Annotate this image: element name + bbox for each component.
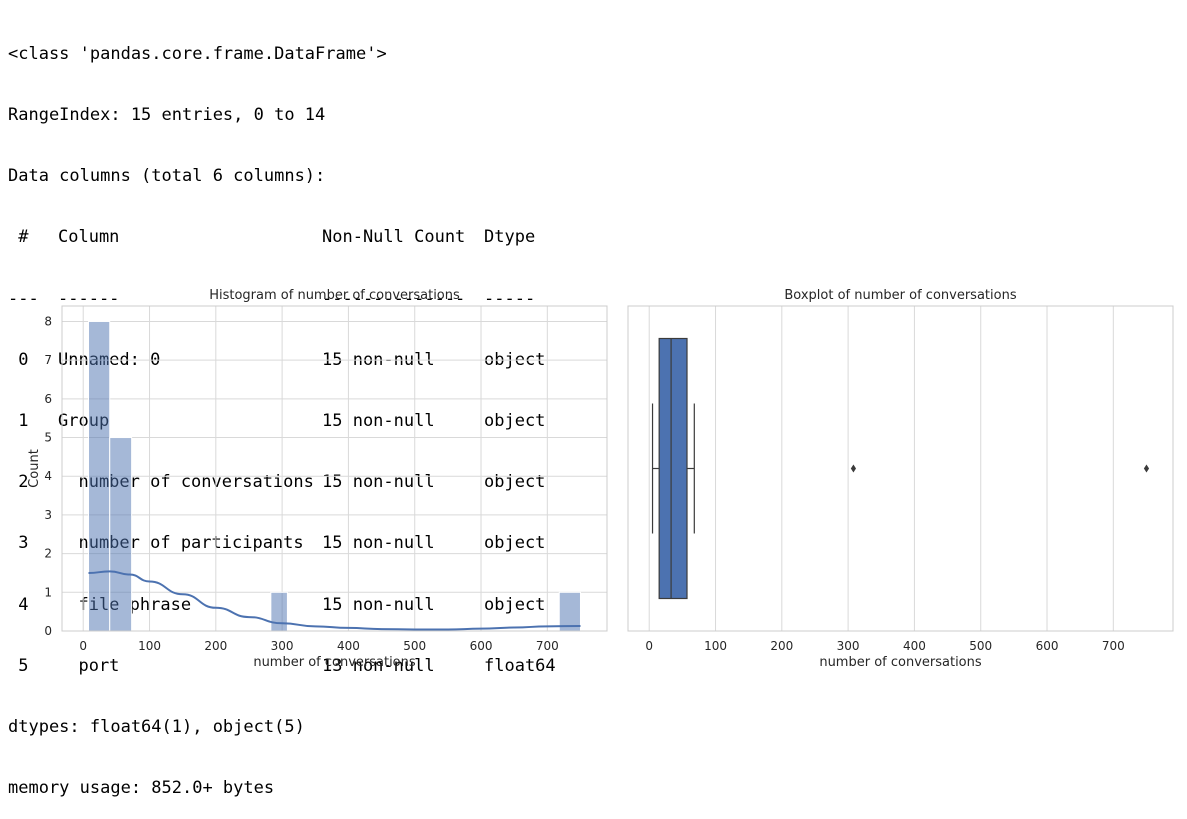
histogram-frame — [61, 305, 608, 632]
boxplot-shapes — [651, 337, 1150, 600]
histogram-bar — [109, 437, 133, 632]
x-tick-label: 300 — [837, 639, 860, 653]
y-tick-label: 0 — [44, 624, 52, 638]
boxplot-grid — [648, 306, 1114, 631]
histogram-x-tick-labels: 0 100 200 300 400 500 600 700 — [79, 639, 558, 653]
x-tick-label: 500 — [403, 639, 426, 653]
boxplot-x-axis-label: number of conversations — [819, 655, 982, 670]
separator-dtype: ----- — [484, 288, 536, 309]
row-non-null-count: 15 non-null — [322, 472, 435, 493]
x-tick-label: 0 — [79, 639, 87, 653]
info-range-index: RangeIndex: 15 entries, 0 to 14 — [8, 105, 326, 126]
info-data-columns: Data columns (total 6 columns): — [8, 166, 326, 187]
row-index: 4 — [8, 594, 29, 615]
row-non-null-count: 15 non-null — [322, 533, 435, 554]
histogram-bars — [88, 320, 581, 632]
histogram-y-tick-labels: 0 1 2 3 4 5 6 7 8 — [44, 314, 52, 638]
kde-curve — [88, 570, 581, 631]
info-dtypes-line: dtypes: float64(1), object(5) — [8, 717, 305, 738]
box-iqr — [658, 337, 688, 600]
row-dtype: float64 — [484, 655, 556, 676]
row-non-null-count: 15 non-null — [322, 594, 435, 615]
separator-count: -------------- — [322, 288, 466, 309]
separator-column: ------ — [58, 288, 120, 309]
histogram-grid — [62, 306, 607, 632]
row-dtype: object — [484, 533, 546, 554]
y-tick-label: 7 — [44, 353, 52, 367]
row-index: 5 — [8, 655, 29, 676]
boxplot-panel: 0 100 200 300 400 500 600 700 Boxplot of number… — [627, 288, 1174, 670]
boxplot-frame — [627, 305, 1174, 632]
outlier-marker — [850, 464, 857, 473]
row-dtype: object — [484, 411, 546, 432]
outlier-marker — [1143, 464, 1150, 473]
header-dtype: Dtype — [484, 227, 536, 248]
histogram-title: Histogram of number of conversations — [209, 288, 460, 303]
info-memory-line: memory usage: 852.0+ bytes — [8, 778, 275, 799]
separator-index: --- — [8, 288, 39, 309]
row-index: 1 — [8, 411, 29, 432]
x-tick-label: 700 — [536, 639, 559, 653]
row-column-name: port — [58, 655, 120, 676]
y-tick-label: 8 — [44, 314, 52, 328]
info-table-separator: --- ------ -------------- ----- — [8, 289, 556, 309]
x-tick-label: 200 — [770, 639, 793, 653]
x-tick-label: 0 — [645, 639, 653, 653]
info-class-line: <class 'pandas.core.frame.DataFrame'> — [8, 43, 387, 64]
x-tick-label: 200 — [204, 639, 227, 653]
row-dtype: object — [484, 472, 546, 493]
x-tick-label: 600 — [470, 639, 493, 653]
row-dtype: object — [484, 594, 546, 615]
histogram-bar — [270, 591, 288, 632]
row-index: 2 — [8, 472, 29, 493]
boxplot-x-tick-labels: 0 100 200 300 400 500 600 700 — [645, 639, 1124, 653]
histogram-panel: 0 100 200 300 400 500 600 700 0 1 2 3 4 5 6 7 8 Histogr… — [27, 288, 608, 670]
row-non-null-count: 15 non-null — [322, 411, 435, 432]
boxplot-title: Boxplot of number of conversations — [784, 288, 1016, 303]
charts-figure: 0 100 200 300 400 500 600 700 0 1 2 3 4 5 6 7 8 Histogr… — [27, 288, 1174, 670]
row-index: 3 — [8, 533, 29, 554]
x-tick-label: 400 — [337, 639, 360, 653]
header-non-null-count: Non-Null Count — [322, 227, 466, 248]
y-tick-label: 6 — [44, 392, 52, 406]
x-tick-label: 300 — [271, 639, 294, 653]
x-tick-label: 700 — [1102, 639, 1125, 653]
table-row: 5 port 13 non-null float64 — [8, 655, 556, 676]
y-tick-label: 1 — [44, 585, 52, 599]
row-index: 0 — [8, 349, 29, 370]
y-tick-label: 4 — [44, 469, 52, 483]
row-non-null-count: 13 non-null — [322, 655, 435, 676]
histogram-bar — [88, 320, 111, 632]
header-column: Column — [58, 227, 120, 248]
y-tick-label: 3 — [44, 508, 52, 522]
header-index: # — [8, 227, 29, 248]
x-tick-label: 100 — [704, 639, 727, 653]
histogram-y-axis-label: Count — [27, 449, 42, 488]
x-tick-label: 100 — [138, 639, 161, 653]
y-tick-label: 2 — [44, 547, 52, 561]
x-tick-label: 600 — [1036, 639, 1059, 653]
histogram-x-axis-label: number of conversations — [253, 655, 416, 670]
x-tick-label: 500 — [969, 639, 992, 653]
x-tick-label: 400 — [903, 639, 926, 653]
y-tick-label: 5 — [44, 431, 52, 445]
info-table-header: # Column Non-Null Count Dtype — [8, 227, 556, 247]
